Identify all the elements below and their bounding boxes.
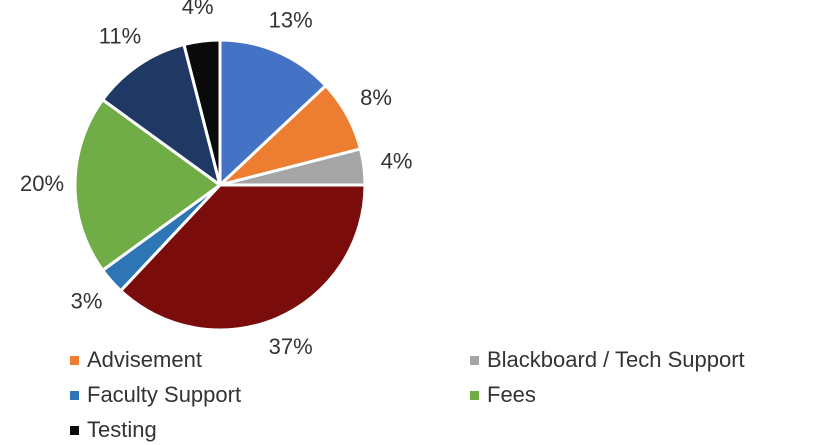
legend-item-fees: Fees	[470, 382, 536, 408]
pie-label-4: 37%	[269, 334, 313, 359]
legend-item-blackboard-tech-support: Blackboard / Tech Support	[470, 347, 745, 373]
pie-label-7: 11%	[99, 24, 141, 49]
pie-label-5: 3%	[71, 289, 103, 314]
pie-label-2: 8%	[360, 85, 392, 110]
pie-slice-6-fees	[73, 98, 222, 272]
legend-swatch-blackboard-tech-support	[470, 355, 479, 365]
legend-label-faculty-support: Faculty Support	[87, 382, 242, 407]
pie-slice-1-unlabeled	[218, 38, 328, 187]
legend-label-testing: Testing	[87, 417, 157, 442]
legend-swatch-fees	[470, 390, 479, 400]
pie-label-8: 4%	[182, 0, 214, 19]
legend-item-testing: Testing	[70, 417, 157, 443]
legend-label-advisement: Advisement	[87, 347, 202, 372]
legend-item-faculty-support: Faculty Support	[70, 382, 241, 408]
legend-swatch-testing	[70, 425, 79, 435]
pie-label-1: 13%	[269, 7, 313, 32]
pie-slice-7-unlabeled	[101, 43, 222, 187]
legend-swatch-faculty-support	[70, 390, 79, 400]
legend-swatch-advisement	[70, 355, 79, 365]
pie-label-3: 4%	[381, 149, 413, 174]
pie-slice-8-testing	[182, 38, 222, 187]
legend-item-advisement: Advisement	[70, 347, 202, 373]
pie-label-6: 20%	[20, 171, 64, 196]
legend-label-blackboard-tech-support: Blackboard / Tech Support	[487, 347, 745, 372]
legend-label-fees: Fees	[487, 382, 536, 407]
pie-slice-4-unlabeled	[119, 183, 367, 332]
